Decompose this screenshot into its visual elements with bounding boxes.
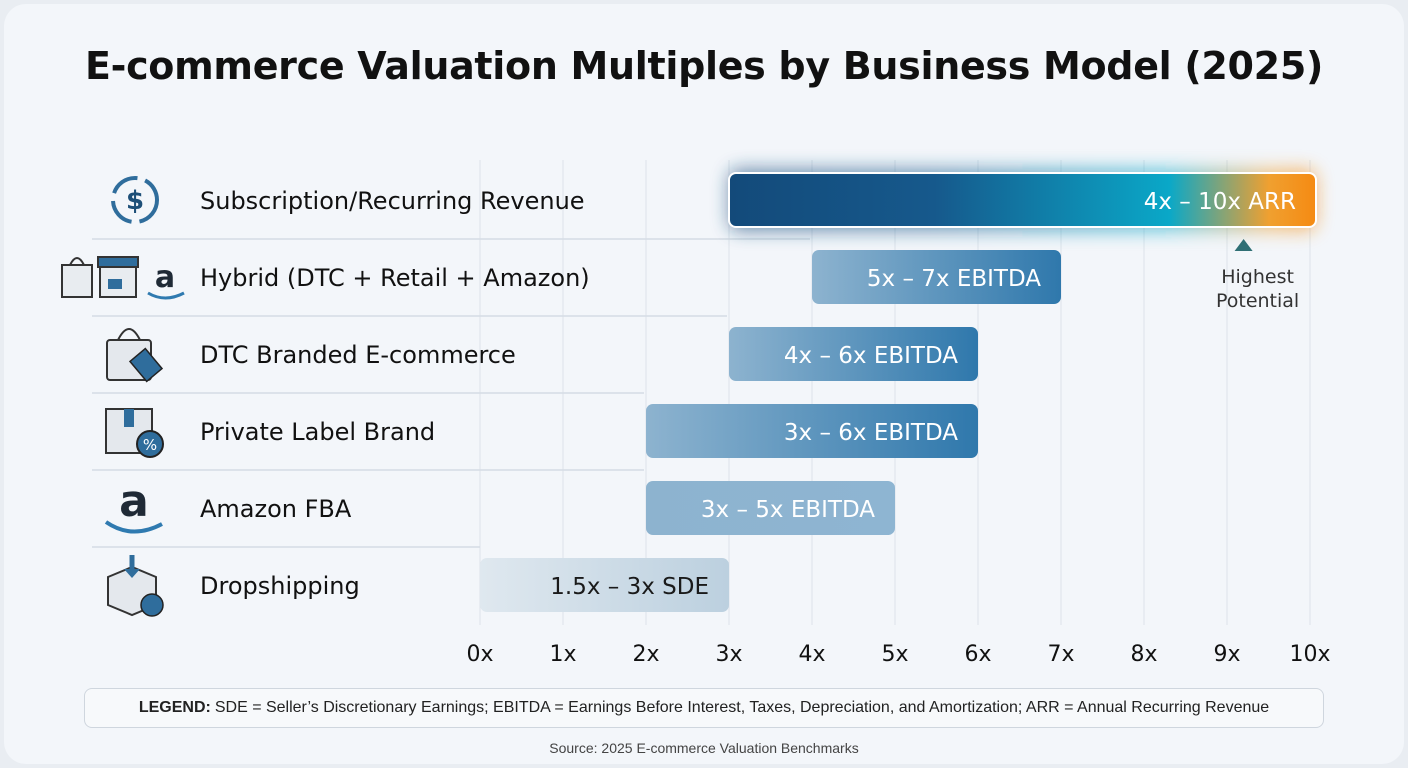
- bar-value-label: 4x – 6x EBITDA: [784, 343, 958, 369]
- legend-text: SDE = Seller’s Discretionary Earnings; E…: [214, 699, 1270, 716]
- range-bar: [646, 481, 895, 535]
- x-tick-label: 1x: [549, 642, 576, 667]
- source-note: Source: 2025 E-commerce Valuation Benchm…: [549, 740, 859, 756]
- category-label: Amazon FBA: [200, 495, 352, 523]
- annotation-text: Potential: [1216, 290, 1299, 312]
- x-tick-label: 4x: [798, 642, 825, 667]
- legend-label: LEGEND:: [138, 699, 211, 716]
- bar-value-label: 1.5x – 3x SDE: [550, 574, 709, 600]
- category-label: Subscription/Recurring Revenue: [200, 187, 585, 215]
- bar-value-label: 4x – 10x ARR: [1144, 189, 1296, 215]
- shopping-bag-tag-icon: [106, 328, 164, 383]
- range-bar: [480, 558, 729, 612]
- x-tick-label: 8x: [1130, 642, 1157, 667]
- category-label: Private Label Brand: [200, 418, 435, 446]
- range-bar: [729, 327, 978, 381]
- range-bar: [646, 404, 978, 458]
- annotation-arrow-icon: [1234, 239, 1253, 251]
- x-tick-label: 3x: [715, 642, 742, 667]
- box-globe-icon: [107, 555, 164, 617]
- svg-text:a: a: [155, 260, 175, 295]
- annotation-text: Highest: [1221, 266, 1294, 288]
- range-bar: [728, 172, 1317, 228]
- category-label: Dropshipping: [200, 572, 360, 600]
- x-tick-label: 2x: [632, 642, 659, 667]
- amazon-icon: a: [104, 476, 163, 534]
- recurring-dollar-icon: $: [111, 176, 159, 224]
- bar-value-label: 3x – 5x EBITDA: [701, 497, 875, 523]
- x-tick-label: 5x: [881, 642, 908, 667]
- x-tick-label: 0x: [466, 642, 493, 667]
- x-tick-label: 7x: [1047, 642, 1074, 667]
- svg-text:%: %: [143, 436, 157, 454]
- x-tick-label: 10x: [1289, 642, 1330, 667]
- range-bar: [812, 250, 1061, 304]
- svg-text:a: a: [119, 476, 149, 527]
- bar-value-label: 3x – 6x EBITDA: [784, 420, 958, 446]
- x-tick-label: 6x: [964, 642, 991, 667]
- svg-text:$: $: [126, 186, 144, 216]
- bag-store-amazon-icon: a: [61, 256, 185, 300]
- box-percent-icon: %: [105, 408, 164, 458]
- chart-title: E-commerce Valuation Multiples by Busine…: [84, 44, 1324, 88]
- category-label: Hybrid (DTC + Retail + Amazon): [200, 264, 590, 292]
- category-label: DTC Branded E-commerce: [200, 341, 516, 369]
- bar-value-label: 5x – 7x EBITDA: [867, 266, 1041, 292]
- legend-box: LEGEND: SDE = Seller’s Discretionary Ear…: [84, 688, 1324, 728]
- chart-card: [4, 4, 1404, 764]
- x-tick-label: 9x: [1213, 642, 1240, 667]
